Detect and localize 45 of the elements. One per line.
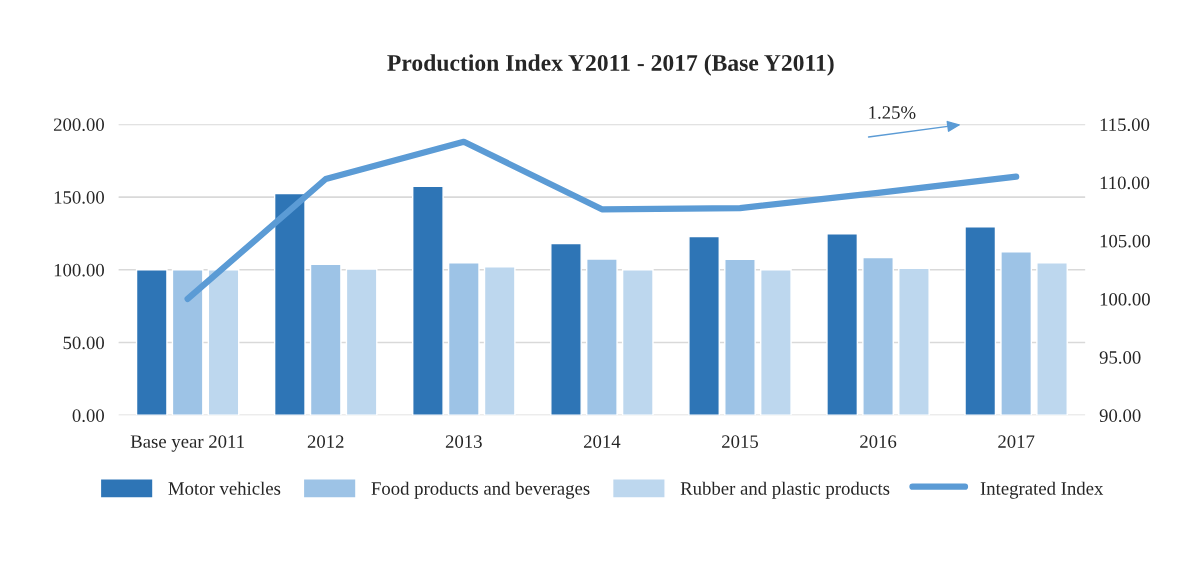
bar (724, 258, 756, 416)
legend-label: Integrated Index (980, 481, 1104, 499)
bar (1000, 251, 1033, 416)
x-tick-label: Base year 2011 (130, 435, 244, 452)
y-tick-label: 0.00 (72, 409, 104, 423)
bar (759, 269, 792, 416)
legend-label: Food products and beverages (371, 481, 590, 499)
chart-title: Production Index Y2011 - 2017 (Base Y2011) (387, 54, 834, 76)
bar (586, 258, 618, 416)
y2-tick-label: 100.00 (1100, 292, 1150, 306)
y-tick-label: 100.00 (54, 263, 104, 277)
bar (826, 233, 859, 416)
bar (1036, 262, 1068, 416)
bar (862, 256, 894, 416)
text: 1.25% (869, 106, 916, 119)
bar (447, 262, 480, 416)
bar (550, 242, 582, 416)
x-tick-label: 2016 (860, 435, 897, 448)
y2-tick-label: 90.00 (1099, 409, 1141, 423)
x-tick-label: 2012 (307, 435, 344, 448)
y-tick-label: 200.00 (53, 118, 104, 132)
x-tick-label: 2015 (722, 435, 758, 448)
bar (621, 269, 654, 416)
y2-tick-label: 95.00 (1099, 351, 1141, 364)
bar (309, 263, 342, 416)
bar (483, 266, 516, 416)
legend-label: Rubber and plastic products (680, 481, 890, 499)
y2-tick-label: 110.00 (1100, 176, 1150, 190)
y2-tick-label: 115.00 (1100, 118, 1150, 132)
bar (412, 185, 444, 416)
bar (964, 226, 997, 416)
y-tick-label: 150.00 (54, 191, 104, 204)
bar (273, 192, 306, 416)
bar (688, 235, 720, 416)
x-tick-label: 2013 (445, 435, 482, 448)
legend-label: Motor vehicles (168, 481, 281, 495)
bar (898, 267, 930, 416)
x-tick-label: 2014 (583, 435, 621, 448)
bar (345, 268, 378, 416)
y2-tick-label: 105.00 (1100, 234, 1150, 248)
x-tick-label: 2017 (998, 435, 1035, 448)
bar (207, 269, 240, 416)
bar (171, 269, 204, 416)
y-tick-label: 50.00 (63, 336, 104, 350)
bar (135, 269, 168, 416)
